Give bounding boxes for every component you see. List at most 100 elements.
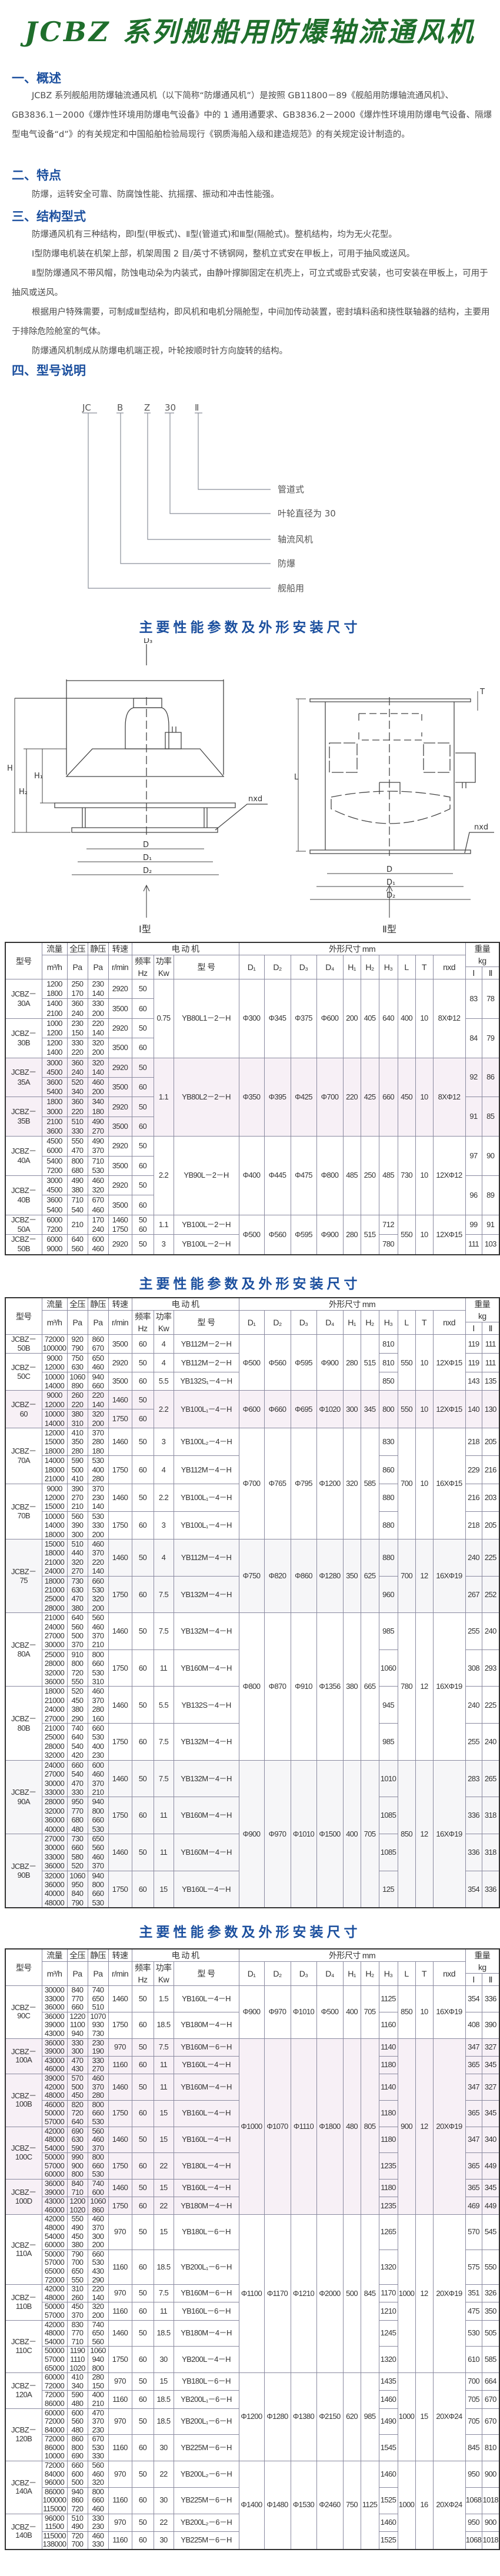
table-row: JCBZ－ 40A 4500 6000 550 470 490 370 2920 50 2.… bbox=[5, 1136, 500, 1215]
w2-cell: 203 bbox=[481, 1483, 500, 1512]
motor-cell: YB112M－2－H bbox=[173, 1334, 239, 1354]
full-pressure: 520 340 bbox=[66, 1077, 88, 1098]
speed: 1750 bbox=[108, 1575, 132, 1614]
flow: 4500 6000 bbox=[41, 1136, 68, 1157]
l-cell: 730 bbox=[397, 1136, 416, 1215]
h1-cell: 500 bbox=[342, 2214, 361, 2374]
motor-cell: YB132M－4－H bbox=[173, 1575, 239, 1614]
w2-cell: 91 bbox=[481, 1214, 500, 1235]
speed: 1160 bbox=[108, 2434, 132, 2462]
header-model: 型号 bbox=[5, 1297, 42, 1335]
section-overview-text: JCBZ 系列舰船用防爆轴流通风机（以下简称“防爆通风机”）是按照 GB1180… bbox=[12, 86, 494, 145]
static-pressure: 530 330 200 bbox=[87, 1511, 109, 1539]
h3-cell: 800 bbox=[378, 1390, 398, 1429]
speed: 1460 bbox=[108, 1428, 132, 1457]
header-t: T bbox=[415, 1961, 434, 1986]
full-pressure: 660 540 470 330 bbox=[66, 1759, 88, 1798]
static-pressure: 220 140 bbox=[87, 1390, 109, 1410]
static-pressure: 340 180 bbox=[87, 1097, 109, 1117]
motor-cell: YB180M－4－H bbox=[173, 2320, 239, 2347]
d1-cell: Φ900 bbox=[238, 1759, 265, 1908]
h3-cell: 1085 bbox=[378, 1833, 398, 1871]
code-part: B bbox=[117, 402, 123, 413]
header-weight-type2: Ⅱ bbox=[481, 967, 500, 979]
w1-cell: 255 bbox=[465, 1612, 482, 1650]
l-cell: 1000 bbox=[397, 2461, 416, 2550]
full-pressure: 510 440 320 270 bbox=[66, 1538, 88, 1577]
dim-label-h: H bbox=[7, 764, 13, 773]
d1-cell: Φ350 bbox=[238, 1057, 265, 1137]
w2-cell: 240 bbox=[481, 1612, 500, 1650]
flow: 10000 14000 bbox=[41, 1371, 68, 1391]
speed: 3500 bbox=[108, 1195, 132, 1215]
speed: 1160 bbox=[108, 2487, 132, 2514]
code-label: 舰船用 bbox=[278, 583, 304, 594]
static-pressure: 1060 860 bbox=[87, 2197, 109, 2215]
static-pressure: 530 400 280 bbox=[87, 1455, 109, 1484]
h2-cell: 625 bbox=[360, 1538, 379, 1614]
w1-cell: 229 bbox=[465, 1455, 482, 1484]
t-cell: 10 bbox=[415, 1057, 434, 1137]
w2-cell: 318 bbox=[481, 1797, 500, 1834]
frequency: 60 bbox=[131, 1116, 154, 1137]
speed: 970 bbox=[108, 2284, 132, 2303]
d2-cell: Φ765 bbox=[264, 1428, 291, 1539]
table-row: JCBZ－ 90A 24000 27000 30000 33000 660 540 … bbox=[5, 1759, 500, 1908]
motor-cell: YB180L－6－H bbox=[173, 2372, 239, 2391]
h3-cell: 860 bbox=[378, 1455, 398, 1484]
flow: 18000 21000 25000 28000 bbox=[41, 1575, 68, 1614]
flow: 50000 57000 65000 bbox=[41, 2346, 68, 2374]
header-weight-type1: Ⅰ bbox=[465, 1973, 482, 1986]
h3-cell: 780 bbox=[378, 1234, 398, 1255]
header-h1: H₁ bbox=[342, 1310, 361, 1335]
header-motor: 电 动 机 bbox=[131, 1297, 239, 1311]
header-weight-type2: Ⅱ bbox=[481, 1973, 500, 1986]
w2-cell: 1018 bbox=[481, 2531, 500, 2550]
w1-cell: 240 bbox=[465, 1538, 482, 1577]
w1-cell: 336 bbox=[465, 1833, 482, 1871]
d3-cell: Φ1010 bbox=[290, 1985, 317, 2039]
h3-cell: 125 bbox=[378, 1870, 398, 1908]
table-title: 主要性能参数及外形安装尺寸 bbox=[139, 1925, 361, 1940]
d4-cell: Φ1020 bbox=[316, 1390, 344, 1429]
w1-cell: 610 bbox=[465, 2346, 482, 2374]
speed: 970 bbox=[108, 2038, 132, 2057]
frequency: 50 bbox=[131, 1538, 154, 1577]
d2-cell: Φ345 bbox=[264, 979, 291, 1058]
header-speed-unit: r/min bbox=[108, 955, 132, 979]
table-row: JCBZ－ 80B 18000 21000 24000 27000 520 450 … bbox=[5, 1686, 500, 1761]
table-row: JCBZ－ 50B 72000 100000 920 790 860 670 3500 6… bbox=[5, 1334, 500, 1391]
model-name: JCBZ－ 70B bbox=[5, 1483, 42, 1539]
header-hz: 频率 Hz bbox=[131, 1310, 154, 1335]
model-name: JCBZ－ 140B bbox=[5, 2513, 42, 2550]
section-features-heading: 二、特点 bbox=[12, 168, 61, 182]
kw-cell: 7.5 bbox=[153, 1575, 174, 1614]
frequency: 50 bbox=[131, 1428, 154, 1457]
w1-cell: 216 bbox=[465, 1483, 482, 1512]
header-hz: 频率 Hz bbox=[131, 955, 154, 979]
model-name: JCBZ－ 90B bbox=[5, 1833, 42, 1908]
model-name: JCBZ－ 40A bbox=[5, 1136, 42, 1177]
static-pressure: 320 200 bbox=[87, 1409, 109, 1429]
header-nxd: nxd bbox=[432, 955, 466, 979]
frequency: 60 bbox=[131, 1038, 154, 1058]
speed: 1160 bbox=[108, 2390, 132, 2409]
leader-line-ii bbox=[198, 413, 271, 490]
t-cell: 10 bbox=[415, 1214, 434, 1255]
frequency: 50 bbox=[131, 1686, 154, 1724]
flow: 24000 27000 30000 33000 bbox=[41, 1759, 68, 1798]
full-pressure: 1060 950 840 790 bbox=[66, 1870, 88, 1908]
h3-cell: 1060 bbox=[378, 1649, 398, 1687]
dim-label-d1: D₁ bbox=[143, 854, 152, 862]
frequency: 60 bbox=[131, 1371, 154, 1391]
nxd-cell: 16XΦ19 bbox=[432, 1612, 466, 1761]
header-t: T bbox=[415, 1310, 434, 1335]
kw-cell: 11 bbox=[153, 1833, 174, 1871]
h1-cell: 200 bbox=[342, 979, 361, 1058]
w1-cell: 143 bbox=[465, 1371, 482, 1391]
frequency: 50 bbox=[131, 2408, 154, 2435]
w1-cell: 347 bbox=[465, 2073, 482, 2101]
flow: 5400 7200 bbox=[41, 1155, 68, 1177]
frequency: 50 bbox=[131, 1390, 154, 1410]
model-code-diagram: JC B Z 30 Ⅱ 管道式 叶轮直径为 30 轴流风机 防爆 舰船用 bbox=[82, 402, 336, 594]
